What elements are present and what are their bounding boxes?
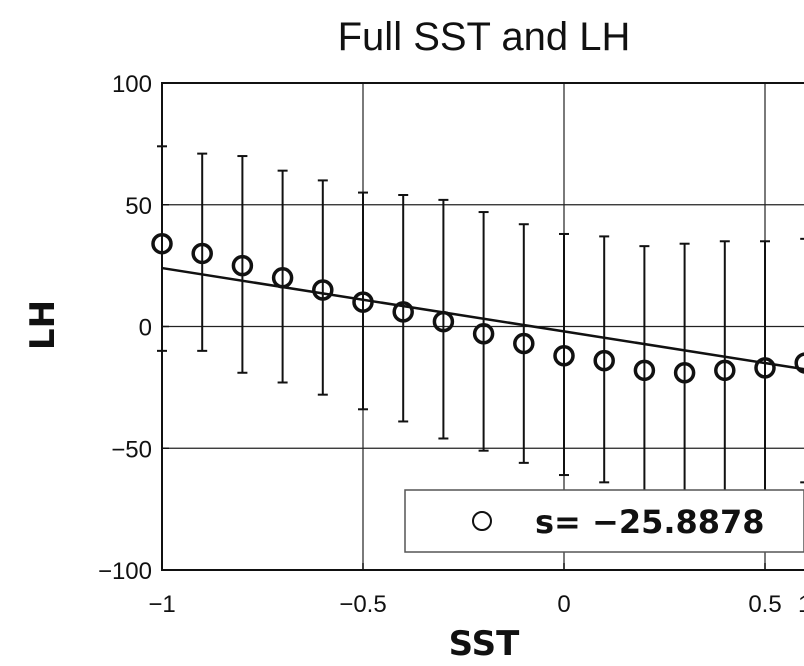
fit-line [161,266,804,371]
data-point [513,332,535,355]
data-point [312,279,334,301]
legend-marker [472,511,492,531]
y-tick-label: 50 [125,193,152,220]
data-point [673,362,696,384]
data-point [472,323,495,345]
x-tick-label: 0.5 [748,591,781,618]
x-tick-labels: −1 −0.5 0 0.5 1 [148,563,804,618]
data-point [432,310,455,333]
data-point [553,344,575,367]
legend: s= −25.8878 [404,489,804,553]
y-tick-label: −100 [98,558,152,585]
data-point [191,242,213,265]
chart-title: Full SST and LH [338,15,631,59]
y-tick-label: 0 [139,315,152,342]
fit-line-group [161,266,804,371]
data-point [352,291,374,313]
error-bars [157,145,804,501]
y-tick-label: 100 [112,71,152,98]
y-axis-label: LH [23,300,63,350]
data-points [151,232,804,384]
legend-box [404,489,804,553]
data-point [754,357,776,379]
data-point [633,359,656,382]
x-tick-label: −0.5 [339,591,386,618]
x-tick-label: 1 [798,591,804,618]
data-point [392,301,414,323]
x-tick-label: −1 [148,591,175,618]
y-tick-label: −50 [111,436,152,463]
data-point [593,349,615,372]
data-point [231,254,254,277]
legend-label: s= −25.8878 [535,503,765,541]
x-tick-label: 0 [557,591,570,618]
data-point [794,352,804,374]
data-point [714,359,736,382]
data-point [271,267,294,289]
x-axis-label: SST [449,624,520,664]
y-tick-labels: −100 −50 0 50 100 [98,71,169,585]
